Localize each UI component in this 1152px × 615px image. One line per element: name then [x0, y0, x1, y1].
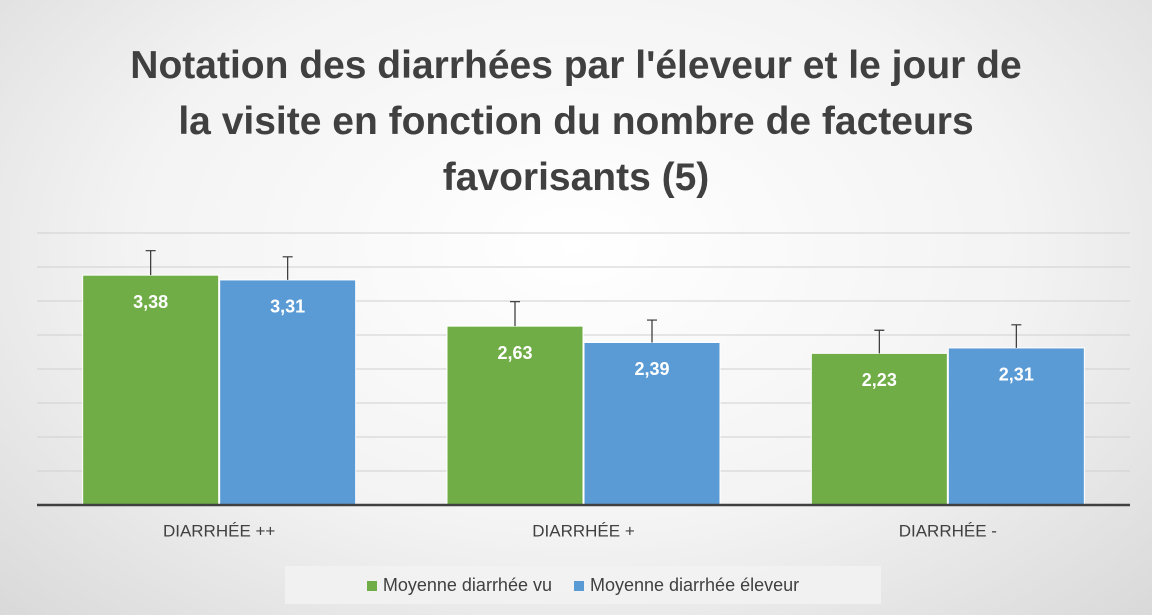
error-bar — [647, 319, 657, 343]
data-label: 2,31 — [999, 365, 1034, 385]
bar — [810, 352, 948, 506]
data-label: 3,38 — [133, 292, 168, 312]
data-label: 2,23 — [862, 370, 897, 390]
error-bar — [1011, 324, 1022, 348]
legend-item: Moyenne diarrhée vu — [366, 574, 552, 596]
data-label: 3,31 — [270, 297, 305, 317]
bar — [446, 325, 584, 506]
legend: Moyenne diarrhée vu Moyenne diarrhée élev… — [285, 566, 881, 604]
x-tick-label: DIARRHÉE ++ — [163, 521, 275, 540]
legend-item: Moyenne diarrhée éleveur — [573, 574, 800, 596]
x-tick-label: DIARRHÉE - — [899, 521, 997, 540]
x-tick-label: DIARRHÉE + — [532, 521, 635, 540]
data-label: 2,63 — [497, 343, 532, 363]
bar — [947, 347, 1085, 506]
bar — [82, 274, 220, 506]
error-bar — [145, 250, 156, 276]
legend-swatch — [366, 580, 377, 591]
chart-title: Notation des diarrhées par l'éleveur et … — [130, 44, 1022, 199]
legend-label: Moyenne diarrhée vu — [382, 574, 552, 595]
bar — [583, 341, 721, 506]
error-bar — [282, 256, 293, 280]
legend-label: Moyenne diarrhée éleveur — [589, 574, 800, 595]
error-bar — [510, 301, 520, 327]
error-bar — [874, 329, 885, 354]
legend-swatch — [573, 580, 584, 591]
data-label: 2,39 — [634, 359, 669, 379]
